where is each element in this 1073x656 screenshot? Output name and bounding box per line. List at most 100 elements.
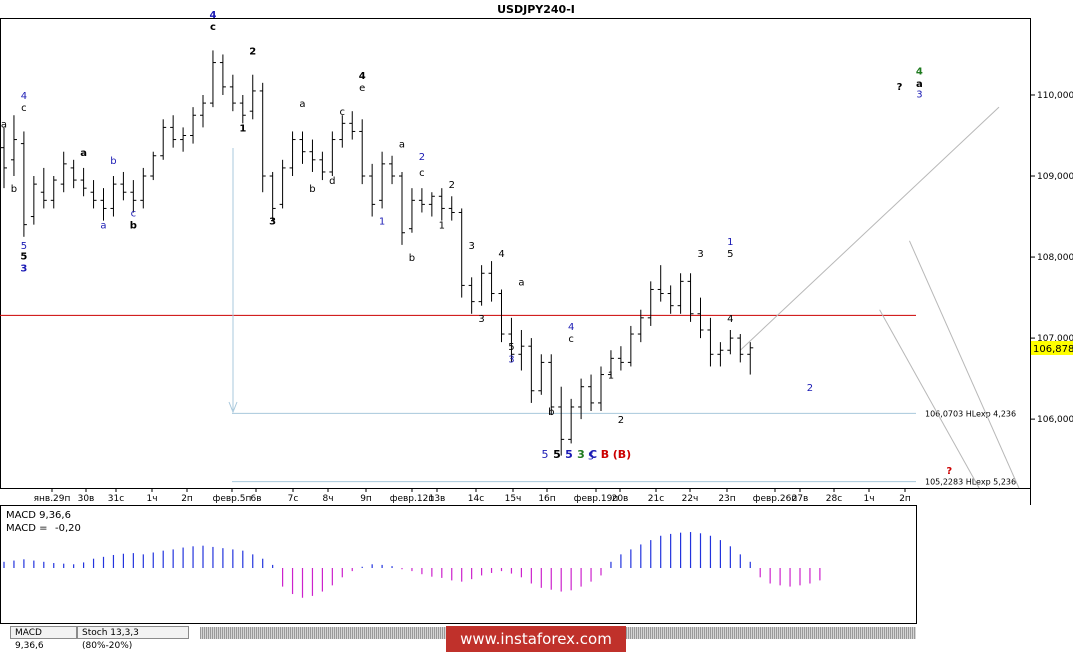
projection-down-line (908, 240, 1020, 489)
wave-label: 5 (508, 342, 514, 353)
ohlc-bar (160, 119, 167, 160)
x-tick-label: 31с (108, 494, 124, 504)
ohlc-bar (130, 180, 137, 213)
ohlc-bar (598, 366, 604, 412)
ohlc-bar (607, 350, 614, 379)
ohlc-bar (428, 192, 435, 217)
wave-label: b (110, 156, 116, 167)
current-price-label: 106,878 (1033, 344, 1073, 355)
tab-macd[interactable]: MACD 9,36,6 (10, 626, 77, 651)
ohlc-bar (40, 167, 47, 209)
wave-label: 4 (498, 249, 504, 260)
wave-label-row-item: 5 (542, 448, 549, 461)
ohlc-bar (359, 119, 366, 185)
ohlc-bar (289, 131, 296, 177)
wave-label: c (340, 107, 346, 118)
ohlc-bar (488, 261, 495, 302)
price-panel-frame (0, 18, 1031, 489)
wave-label: a (916, 79, 923, 90)
projection-arrowhead (228, 401, 238, 414)
y-tick-label: 108,000 (1037, 253, 1073, 263)
wave-label: b (130, 221, 137, 232)
wave-label: c (21, 103, 27, 114)
wave-label-row-item: 5 (553, 448, 561, 461)
x-tick-label: 15ч (505, 494, 522, 504)
wave-label: 5 (21, 241, 27, 252)
indicator-tabbar: MACD 9,36,6 Stoch 13,3,3 (80%-20%) (0, 626, 916, 651)
ohlc-bar (239, 94, 246, 124)
x-tick-label: 7с (288, 494, 299, 504)
wave-label: 5 (727, 249, 733, 260)
x-tick-label: 30в (78, 494, 95, 504)
ohlc-bar (379, 151, 386, 209)
ohlc-bar (588, 374, 595, 412)
wave-label: e (359, 83, 365, 94)
x-tick-label: 2п (181, 494, 193, 504)
ohlc-bar (667, 285, 674, 314)
ohlc-bar (468, 277, 475, 314)
wave-label: a (1, 119, 7, 130)
ohlc-bar (737, 334, 744, 363)
wave-label: c (131, 209, 137, 220)
ohlc-bar (309, 139, 316, 172)
hlexp-label: 105,2283 HLexp 5,236 (925, 478, 1016, 487)
ohlc-bar (408, 188, 415, 233)
ohlc-bar (329, 131, 336, 177)
wave-label-row-item: B (601, 448, 609, 461)
ohlc-bar (657, 265, 664, 302)
x-tick-label: 9п (360, 494, 372, 504)
ohlc-bar (369, 163, 376, 217)
wave-label: ? (946, 466, 952, 477)
ohlc-bar (10, 115, 17, 177)
ohlc-bar (110, 176, 117, 217)
ohlc-bar (229, 74, 236, 112)
x-tick-label: 20в (612, 494, 629, 504)
wave-label: 3 (478, 314, 484, 325)
wave-label: b (309, 184, 315, 195)
x-tick-label: 8ч (322, 494, 333, 504)
ohlc-bar (498, 289, 505, 343)
wave-label: 3 (508, 354, 514, 365)
chart-title: USDJPY240-I (497, 3, 575, 16)
wave-label: 2 (618, 415, 624, 426)
wave-label: a (80, 148, 87, 159)
ohlc-bar (259, 82, 266, 193)
ohlc-bar (568, 398, 575, 444)
indicator-panel-frame (0, 505, 917, 624)
ohlc-bar (389, 155, 396, 185)
x-tick-label: февр.26п (753, 494, 798, 504)
wave-label: ? (897, 82, 903, 93)
wave-label: b (548, 407, 554, 418)
x-tick-label: 23п (718, 494, 735, 504)
tab-stoch[interactable]: Stoch 13,3,3 (80%-20%) (77, 626, 189, 651)
macd-name-label: MACD 9,36,6 (6, 510, 71, 521)
wave-label-row-item: (B) (613, 448, 631, 461)
ohlc-bar (299, 131, 306, 164)
wave-label: c (419, 168, 425, 179)
wave-label: 4 (359, 71, 366, 82)
wave-label: 1 (379, 217, 385, 228)
ohlc-bar (209, 50, 216, 108)
wave-label: 3 (20, 264, 27, 275)
ohlc-bar (90, 180, 97, 209)
ohlc-bar (140, 167, 147, 209)
wave-label: a (518, 277, 524, 288)
ohlc-bar (558, 386, 565, 456)
ohlc-bar (687, 273, 694, 322)
ohlc-bar (249, 74, 256, 120)
ohlc-bar (717, 342, 724, 367)
wave-label: 5 (588, 452, 594, 463)
wave-label: 1 (608, 371, 614, 382)
ohlc-bar (627, 325, 634, 367)
wave-label: 4 (568, 322, 574, 333)
wave-label: a (100, 221, 106, 232)
x-tick-label: 27в (792, 494, 809, 504)
wave-label: 1 (439, 221, 445, 232)
ohlc-bar (538, 354, 545, 395)
wave-label: 4 (916, 67, 923, 78)
wave-label: a (399, 140, 405, 151)
ohlc-bar (458, 208, 465, 298)
ohlc-bar (418, 188, 425, 213)
x-tick-label: янв.29п (34, 494, 71, 504)
